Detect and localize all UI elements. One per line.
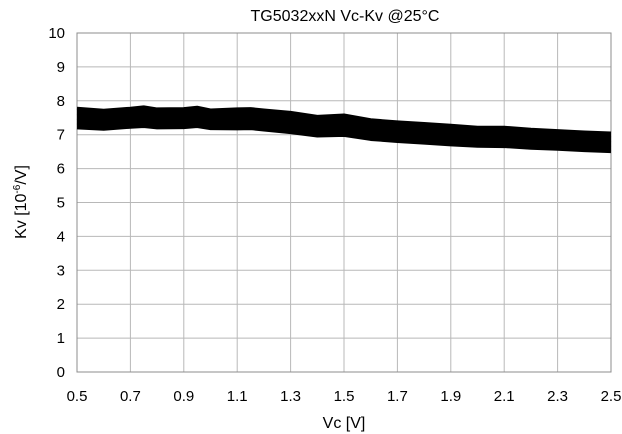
x-tick-label: 1.9 [440,388,461,405]
y-tick-label: 9 [57,59,65,76]
x-tick-label: 2.3 [547,388,568,405]
y-tick-label: 1 [57,330,65,347]
x-tick-label: 1.5 [334,388,355,405]
data-band [76,105,612,154]
y-tick-label: 2 [57,296,65,313]
y-tick-label: 3 [57,262,65,279]
y-axis-label-unit: /V] [13,165,30,185]
series-line-3 [76,115,612,144]
y-tick-label: 6 [57,161,65,178]
x-tick-label: 0.7 [120,388,141,405]
plot-area-border [76,32,612,373]
y-axis-label: Kv [10-6/V] [12,165,30,239]
x-tick-label: 2.1 [494,388,515,405]
y-tick-label: 0 [57,364,65,381]
chart-title: TG5032xxN Vc-Kv @25°C [251,8,440,25]
series-line-4 [76,120,612,149]
y-tick-label: 8 [57,93,65,110]
x-tick-label: 0.9 [173,388,194,405]
x-tick-labels: 0.5 0.7 0.9 1.1 1.3 1.5 1.7 1.9 2.1 2.3 2.5 [67,388,622,405]
series-line-1 [76,105,612,135]
y-tick-label: 5 [57,195,65,212]
y-tick-labels: 0 1 2 3 4 5 6 7 8 9 10 [48,25,65,381]
y-axis-label-main: Kv [10 [13,193,30,238]
gridlines [77,33,611,372]
x-tick-label: 0.5 [67,388,88,405]
x-tick-label: 1.1 [227,388,248,405]
y-tick-label: 4 [57,228,65,245]
y-axis-label-exponent: -6 [12,184,23,193]
x-axis-label: Vc [V] [323,415,366,432]
x-tick-label: 1.7 [387,388,408,405]
y-tick-label: 7 [57,127,65,144]
series-line-2 [76,110,612,140]
y-tick-label: 10 [48,25,65,42]
x-tick-label: 2.5 [601,388,622,405]
x-tick-label: 1.3 [280,388,301,405]
series-line-5 [76,125,612,154]
